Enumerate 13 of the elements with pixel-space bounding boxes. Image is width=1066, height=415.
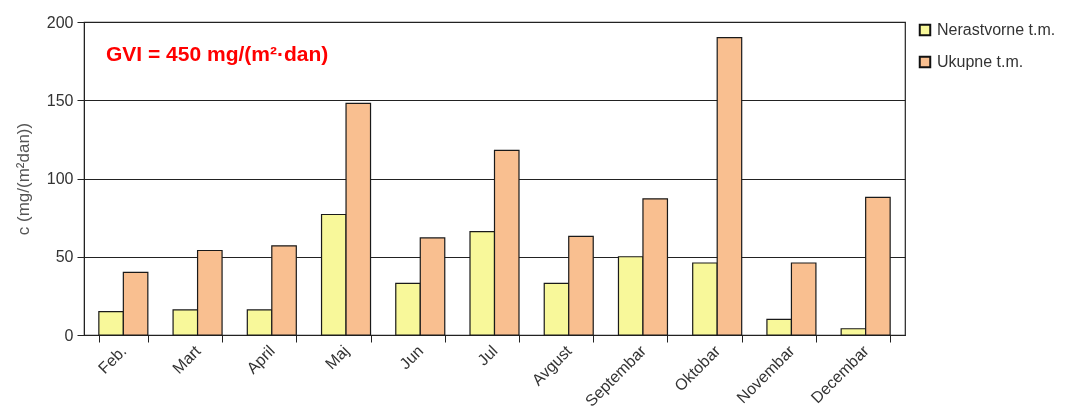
y-tick-label: 100 bbox=[46, 170, 74, 187]
x-tick-label: Jun bbox=[396, 342, 427, 373]
y-tick-label: 200 bbox=[46, 13, 74, 31]
x-tick-label: Maj bbox=[321, 342, 353, 373]
annotation: GVI = 450 mg/(m²·dan) bbox=[106, 42, 329, 65]
y-tick-label: 150 bbox=[46, 91, 74, 109]
y-tick-label: 0 bbox=[64, 326, 74, 344]
legend-label: Nerastvorne t.m. bbox=[937, 21, 1056, 38]
x-tick-label: Feb. bbox=[94, 342, 130, 377]
y-tick-label: 50 bbox=[55, 248, 74, 266]
legend-label: Ukupne t.m. bbox=[937, 53, 1024, 70]
x-tick-label: Jul bbox=[474, 342, 501, 369]
y-axis-title: c (mg/(m²dan)) bbox=[13, 122, 33, 236]
